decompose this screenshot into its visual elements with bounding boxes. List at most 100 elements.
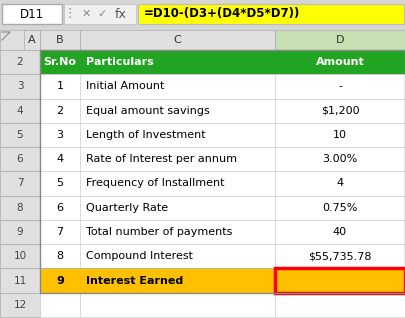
Text: $55,735.78: $55,735.78 bbox=[307, 251, 371, 261]
Text: 8: 8 bbox=[17, 203, 23, 213]
Bar bbox=[40, 123, 80, 147]
Bar bbox=[40, 293, 80, 317]
Bar bbox=[274, 244, 404, 268]
Bar bbox=[274, 268, 404, 293]
Text: 3.00%: 3.00% bbox=[322, 154, 357, 164]
Text: A: A bbox=[28, 35, 36, 45]
Text: 10: 10 bbox=[332, 130, 346, 140]
Bar bbox=[80, 196, 274, 220]
Bar bbox=[40, 220, 80, 244]
Bar bbox=[0, 74, 40, 99]
Bar bbox=[0, 268, 40, 293]
Bar bbox=[40, 171, 80, 196]
Bar bbox=[40, 244, 80, 268]
Bar bbox=[80, 171, 274, 196]
Bar bbox=[274, 74, 404, 99]
Text: 10: 10 bbox=[13, 251, 26, 261]
Bar bbox=[40, 147, 80, 171]
Text: B: B bbox=[56, 35, 64, 45]
Bar bbox=[80, 74, 274, 99]
Bar bbox=[40, 220, 80, 244]
Bar bbox=[0, 220, 40, 244]
Text: Rate of Interest per annum: Rate of Interest per annum bbox=[86, 154, 237, 164]
Bar bbox=[40, 147, 80, 171]
Bar bbox=[24, 30, 40, 50]
Text: D11: D11 bbox=[20, 8, 44, 20]
Bar bbox=[40, 196, 80, 220]
Text: 8: 8 bbox=[56, 251, 64, 261]
Bar bbox=[80, 147, 274, 171]
Bar bbox=[274, 244, 404, 268]
Bar bbox=[0, 244, 40, 268]
Bar bbox=[2, 4, 62, 24]
Bar bbox=[0, 50, 40, 74]
Text: 9: 9 bbox=[17, 227, 23, 237]
Text: 4: 4 bbox=[56, 154, 64, 164]
Bar bbox=[274, 196, 404, 220]
Bar bbox=[40, 123, 80, 147]
Bar bbox=[80, 74, 274, 99]
Bar bbox=[80, 244, 274, 268]
Bar bbox=[274, 171, 404, 196]
Text: Compound Interest: Compound Interest bbox=[86, 251, 192, 261]
Text: 9: 9 bbox=[56, 276, 64, 286]
Text: Length of Investment: Length of Investment bbox=[86, 130, 205, 140]
Text: 11: 11 bbox=[13, 276, 27, 286]
Text: 4: 4 bbox=[336, 178, 343, 189]
Text: 5: 5 bbox=[17, 130, 23, 140]
Bar bbox=[274, 50, 404, 74]
Text: D: D bbox=[335, 35, 343, 45]
Bar bbox=[80, 123, 274, 147]
Bar bbox=[40, 74, 80, 99]
Text: Frequency of Installment: Frequency of Installment bbox=[86, 178, 224, 189]
Bar bbox=[40, 74, 80, 99]
Bar bbox=[80, 123, 274, 147]
Bar bbox=[274, 99, 404, 123]
Bar bbox=[40, 99, 80, 123]
Text: 3: 3 bbox=[56, 130, 63, 140]
Bar bbox=[0, 293, 40, 317]
Bar bbox=[274, 220, 404, 244]
Bar bbox=[274, 220, 404, 244]
Text: 4: 4 bbox=[17, 106, 23, 116]
Text: Initial Amount: Initial Amount bbox=[86, 81, 164, 91]
Text: 7: 7 bbox=[56, 227, 64, 237]
Bar bbox=[274, 74, 404, 99]
Bar bbox=[274, 293, 404, 317]
Bar bbox=[274, 147, 404, 171]
Bar bbox=[80, 99, 274, 123]
Bar bbox=[80, 220, 274, 244]
Bar bbox=[274, 147, 404, 171]
Bar bbox=[40, 99, 80, 123]
Text: 6: 6 bbox=[56, 203, 63, 213]
Text: =D10-(D3+(D4*D5*D7)): =D10-(D3+(D4*D5*D7)) bbox=[144, 8, 300, 20]
Bar bbox=[40, 171, 80, 196]
Text: 12: 12 bbox=[13, 300, 27, 310]
Text: Equal amount savings: Equal amount savings bbox=[86, 106, 209, 116]
Bar bbox=[40, 50, 80, 74]
Text: ✓: ✓ bbox=[97, 9, 107, 19]
Bar bbox=[80, 220, 274, 244]
Bar bbox=[80, 171, 274, 196]
Bar bbox=[0, 147, 40, 171]
Bar bbox=[80, 50, 274, 74]
Bar bbox=[80, 268, 274, 293]
Text: 40: 40 bbox=[332, 227, 346, 237]
Bar bbox=[40, 50, 404, 74]
Bar bbox=[0, 123, 40, 147]
Bar bbox=[274, 99, 404, 123]
Text: $7,735.78: $7,735.78 bbox=[308, 276, 370, 286]
Text: $1,200: $1,200 bbox=[320, 106, 358, 116]
Bar bbox=[40, 268, 80, 293]
Bar bbox=[40, 30, 80, 50]
Bar bbox=[80, 99, 274, 123]
Bar bbox=[274, 268, 404, 293]
Text: Particulars: Particulars bbox=[86, 57, 153, 67]
Text: 2: 2 bbox=[17, 57, 23, 67]
Bar bbox=[80, 293, 274, 317]
Bar bbox=[40, 244, 80, 268]
Text: Amount: Amount bbox=[315, 57, 363, 67]
Bar bbox=[138, 4, 403, 24]
Bar bbox=[40, 196, 80, 220]
Bar bbox=[80, 244, 274, 268]
